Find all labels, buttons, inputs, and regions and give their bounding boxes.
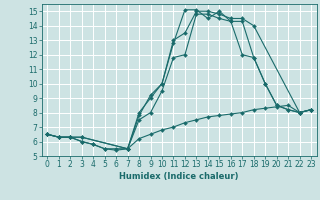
X-axis label: Humidex (Indice chaleur): Humidex (Indice chaleur) [119,172,239,181]
